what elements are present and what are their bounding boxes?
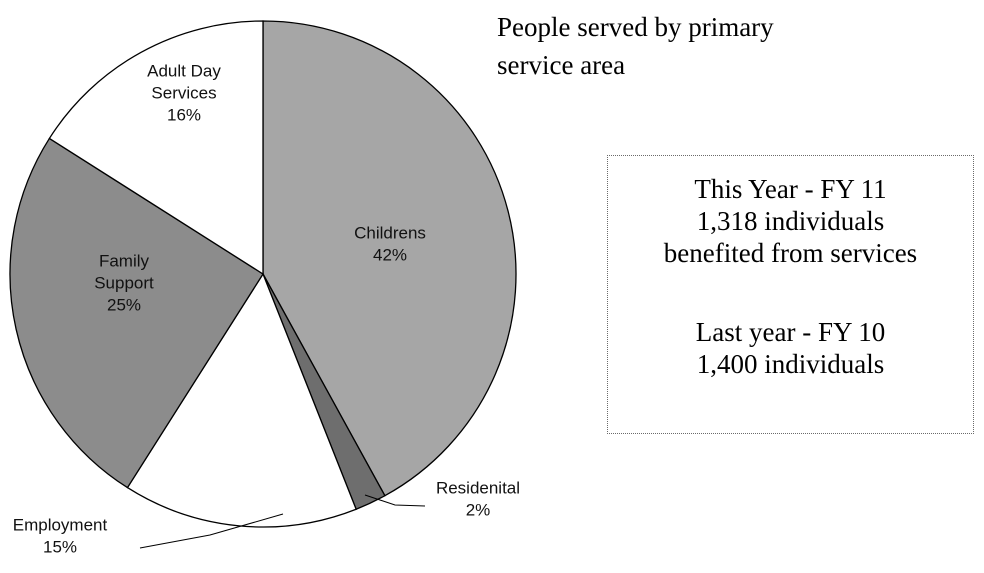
info-box: This Year - FY 11 1,318 individuals bene… bbox=[607, 155, 974, 434]
this-year-note: benefited from services bbox=[663, 238, 918, 268]
slice-label-employment-line-1: Employment bbox=[13, 515, 108, 534]
slice-label-adult-day-services-line-3: 16% bbox=[167, 105, 201, 124]
this-year-heading: This Year - FY 11 bbox=[694, 174, 887, 204]
leader-line-residenital bbox=[364, 494, 426, 507]
pie-slice-adult-day-services bbox=[48, 20, 264, 276]
chart-title: People served by primary service area bbox=[497, 8, 917, 84]
slice-label-family-support-line-3: 25% bbox=[107, 295, 141, 314]
slice-label-childrens-line-1: Childrens bbox=[354, 223, 426, 242]
this-year-group: This Year - FY 11 1,318 individuals bene… bbox=[608, 173, 973, 269]
slice-label-residenital-line-1: Residenital bbox=[436, 478, 520, 497]
chart-title-line-2: service area bbox=[497, 50, 626, 80]
slice-label-adult-day-services-line-1: Adult Day bbox=[147, 61, 221, 80]
slice-label-family-support-line-1: Family bbox=[99, 251, 150, 270]
pie-slice-employment bbox=[126, 272, 357, 528]
slice-label-childrens-line-2: 42% bbox=[373, 245, 407, 264]
slice-label-residenital-line-2: 2% bbox=[466, 500, 491, 519]
chart-title-line-1: People served by primary bbox=[497, 12, 774, 42]
leader-line-employment bbox=[139, 513, 284, 549]
pie-slice-childrens bbox=[262, 20, 517, 497]
this-year-count: 1,318 individuals bbox=[696, 206, 885, 236]
last-year-group: Last year - FY 10 1,400 individuals bbox=[608, 316, 973, 380]
slice-label-adult-day-services-line-2: Services bbox=[151, 83, 216, 102]
pie-slice-family-support bbox=[9, 137, 264, 489]
last-year-count: 1,400 individuals bbox=[696, 349, 885, 379]
last-year-heading: Last year - FY 10 bbox=[695, 317, 886, 347]
slice-label-employment-line-2: 15% bbox=[43, 537, 77, 556]
slice-label-family-support-line-2: Support bbox=[94, 273, 154, 292]
